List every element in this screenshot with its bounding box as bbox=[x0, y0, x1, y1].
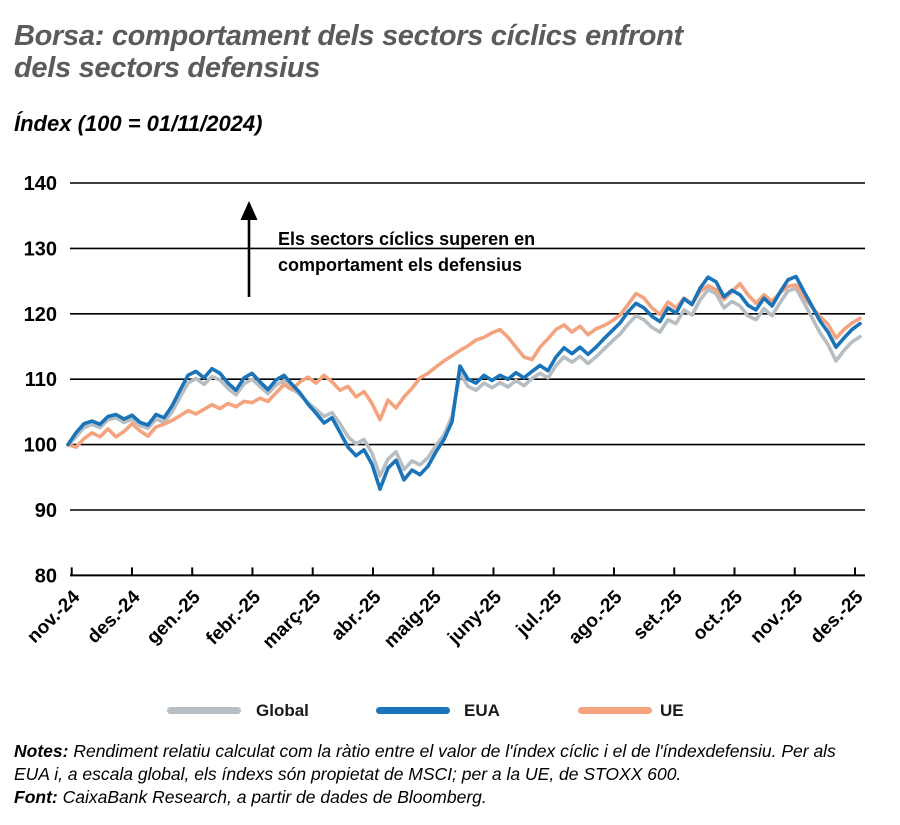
notes-label: Notes: bbox=[14, 741, 69, 761]
x-tick-label: ago.-25 bbox=[565, 586, 627, 648]
x-tick-label: febr.-25 bbox=[202, 586, 265, 649]
y-tick-label-120: 120 bbox=[24, 304, 57, 326]
source-paragraph: Font: CaixaBank Research, a partir de da… bbox=[14, 786, 860, 809]
x-tick-label: març-25 bbox=[259, 586, 326, 653]
legend-item-ue: UE bbox=[578, 698, 718, 724]
notes-text: Rendiment relatiu calculat com la ràtio … bbox=[14, 741, 836, 784]
annotation-arrow bbox=[240, 201, 258, 297]
source-label: Font: bbox=[14, 787, 58, 807]
x-tick-label: des.-24 bbox=[83, 586, 144, 647]
x-tick-label: nov.-24 bbox=[23, 586, 84, 647]
global-line-swatch bbox=[167, 707, 241, 714]
eua-line-swatch bbox=[376, 707, 450, 714]
ue-line-swatch bbox=[578, 707, 652, 714]
notes-paragraph: Notes: Rendiment relatiu calculat com la… bbox=[14, 740, 860, 786]
y-tick-label-110: 110 bbox=[25, 369, 57, 391]
series-line-eua bbox=[66, 274, 862, 491]
legend-item-global: Global bbox=[167, 698, 337, 724]
source-text: CaixaBank Research, a partir de dades de… bbox=[62, 787, 487, 807]
annotation-text-line2: comportament els defensius bbox=[278, 255, 522, 275]
page-title: Borsa: comportament dels sectors cíclics… bbox=[14, 20, 874, 84]
annotation-text-line1: Els sectors cíclics superen en bbox=[278, 229, 535, 249]
x-tick-label: nov.-25 bbox=[746, 586, 807, 647]
y-tick-label-100: 100 bbox=[24, 435, 57, 457]
data-series-lines bbox=[66, 274, 862, 491]
x-tick-label: jul.-25 bbox=[512, 586, 567, 641]
y-tick-label-80: 80 bbox=[35, 565, 57, 587]
legend-label-global: Global bbox=[256, 701, 309, 720]
x-tick-label: oct.-25 bbox=[689, 586, 747, 644]
chart-legend: Global EUA UE bbox=[0, 698, 900, 724]
x-tick-label: gen.-25 bbox=[143, 586, 205, 648]
x-tick-label: maig-25 bbox=[380, 586, 446, 652]
series-line-global bbox=[66, 286, 862, 478]
notes-block: Notes: Rendiment relatiu calculat com la… bbox=[14, 740, 860, 809]
page-title-line2: dels sectors defensius bbox=[14, 52, 321, 84]
legend-label-ue: UE bbox=[660, 701, 684, 720]
x-tick-label: abr.-25 bbox=[327, 586, 385, 644]
axis-unit-subtitle: Índex (100 = 01/11/2024) bbox=[14, 111, 263, 136]
x-tick-label: set.-25 bbox=[629, 586, 687, 644]
page-title-line1: Borsa: comportament dels sectors cíclics… bbox=[14, 20, 683, 52]
y-tick-label-130: 130 bbox=[24, 238, 57, 260]
legend-item-eua: EUA bbox=[376, 698, 526, 724]
x-tick-label: juny-25 bbox=[443, 586, 506, 649]
y-tick-label-140: 140 bbox=[24, 173, 57, 195]
y-tick-label-90: 90 bbox=[35, 500, 57, 522]
x-tick-label: des.-25 bbox=[806, 586, 867, 647]
legend-label-eua: EUA bbox=[464, 701, 500, 720]
